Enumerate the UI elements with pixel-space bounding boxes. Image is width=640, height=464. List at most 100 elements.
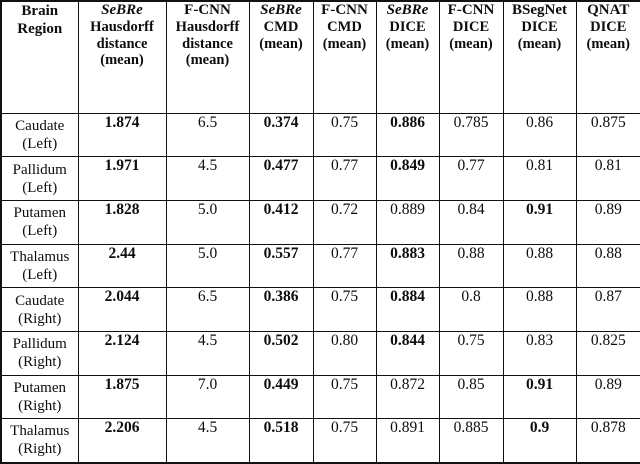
- value-cell: 0.88: [576, 244, 640, 288]
- metric-line: DICE: [504, 19, 576, 36]
- value-cell: 0.502: [249, 331, 313, 375]
- region-line1: Thalamus: [2, 422, 78, 440]
- region-line2: (Left): [2, 135, 78, 153]
- metric-line: (mean): [167, 52, 249, 69]
- region-header-line2: Region: [2, 20, 78, 38]
- value-cell: 1.875: [78, 375, 166, 419]
- model-name: SeBRe: [377, 2, 439, 19]
- region-cell: Pallidum (Right): [1, 331, 78, 375]
- value-cell: 0.8: [439, 288, 503, 332]
- metric-line: (mean): [79, 52, 166, 69]
- value-cell: 0.72: [313, 200, 376, 244]
- model-name: BSegNet: [504, 2, 576, 19]
- value-cell: 0.75: [313, 375, 376, 419]
- region-line1: Pallidum: [2, 161, 78, 179]
- value-cell: 0.75: [313, 288, 376, 332]
- value-cell: 0.844: [376, 331, 439, 375]
- value-cell: 0.412: [249, 200, 313, 244]
- value-cell: 0.785: [439, 113, 503, 157]
- value-cell: 4.5: [166, 157, 249, 201]
- region-line2: (Left): [2, 266, 78, 284]
- value-cell: 0.518: [249, 419, 313, 463]
- model-name: SeBRe: [79, 2, 166, 19]
- value-cell: 0.89: [576, 375, 640, 419]
- column-header-2: SeBRe CMD(mean): [249, 1, 313, 113]
- value-cell: 0.88: [439, 244, 503, 288]
- value-cell: 0.825: [576, 331, 640, 375]
- metric-line: CMD: [250, 19, 313, 36]
- value-cell: 0.89: [576, 200, 640, 244]
- region-line2: (Right): [2, 440, 78, 458]
- metric-line: (mean): [314, 36, 376, 53]
- value-cell: 6.5: [166, 113, 249, 157]
- value-cell: 0.91: [503, 375, 576, 419]
- region-line1: Putamen: [2, 204, 78, 222]
- metric-line: (mean): [504, 36, 576, 53]
- value-cell: 0.85: [439, 375, 503, 419]
- value-cell: 0.84: [439, 200, 503, 244]
- value-cell: 0.91: [503, 200, 576, 244]
- value-cell: 0.75: [313, 113, 376, 157]
- metric-line: CMD: [314, 19, 376, 36]
- region-line2: (Right): [2, 310, 78, 328]
- column-header-5: F-CNN DICE(mean): [439, 1, 503, 113]
- column-header-3: F-CNN CMD(mean): [313, 1, 376, 113]
- region-line1: Thalamus: [2, 248, 78, 266]
- model-name: F-CNN: [314, 2, 376, 19]
- metric-line: (mean): [377, 36, 439, 53]
- region-line1: Caudate: [2, 117, 78, 135]
- value-cell: 2.044: [78, 288, 166, 332]
- region-cell: Putamen (Right): [1, 375, 78, 419]
- value-cell: 0.75: [313, 419, 376, 463]
- value-cell: 0.477: [249, 157, 313, 201]
- value-cell: 0.80: [313, 331, 376, 375]
- region-header-line1: Brain: [2, 2, 78, 20]
- region-line2: (Right): [2, 397, 78, 415]
- value-cell: 4.5: [166, 419, 249, 463]
- value-cell: 5.0: [166, 244, 249, 288]
- region-cell: Caudate (Right): [1, 288, 78, 332]
- metric-line: (mean): [577, 36, 640, 53]
- metric-line: Hausdorff: [79, 19, 166, 36]
- region-line2: (Right): [2, 353, 78, 371]
- value-cell: 0.88: [503, 288, 576, 332]
- value-cell: 4.5: [166, 331, 249, 375]
- value-cell: 0.77: [313, 244, 376, 288]
- region-cell: Pallidum (Left): [1, 157, 78, 201]
- value-cell: 0.878: [576, 419, 640, 463]
- value-cell: 2.44: [78, 244, 166, 288]
- value-cell: 0.849: [376, 157, 439, 201]
- model-name: F-CNN: [440, 2, 503, 19]
- metric-name: DICE(mean): [504, 19, 576, 52]
- value-cell: 1.874: [78, 113, 166, 157]
- value-cell: 6.5: [166, 288, 249, 332]
- value-cell: 2.124: [78, 331, 166, 375]
- value-cell: 0.891: [376, 419, 439, 463]
- value-cell: 0.87: [576, 288, 640, 332]
- region-cell: Caudate (Left): [1, 113, 78, 157]
- metric-name: DICE(mean): [440, 19, 503, 52]
- value-cell: 0.449: [249, 375, 313, 419]
- value-cell: 0.886: [376, 113, 439, 157]
- value-cell: 1.971: [78, 157, 166, 201]
- region-line2: (Left): [2, 222, 78, 240]
- model-name: F-CNN: [167, 2, 249, 19]
- metric-line: DICE: [440, 19, 503, 36]
- value-cell: 2.206: [78, 419, 166, 463]
- value-cell: 0.77: [439, 157, 503, 201]
- value-cell: 7.0: [166, 375, 249, 419]
- value-cell: 0.557: [249, 244, 313, 288]
- value-cell: 5.0: [166, 200, 249, 244]
